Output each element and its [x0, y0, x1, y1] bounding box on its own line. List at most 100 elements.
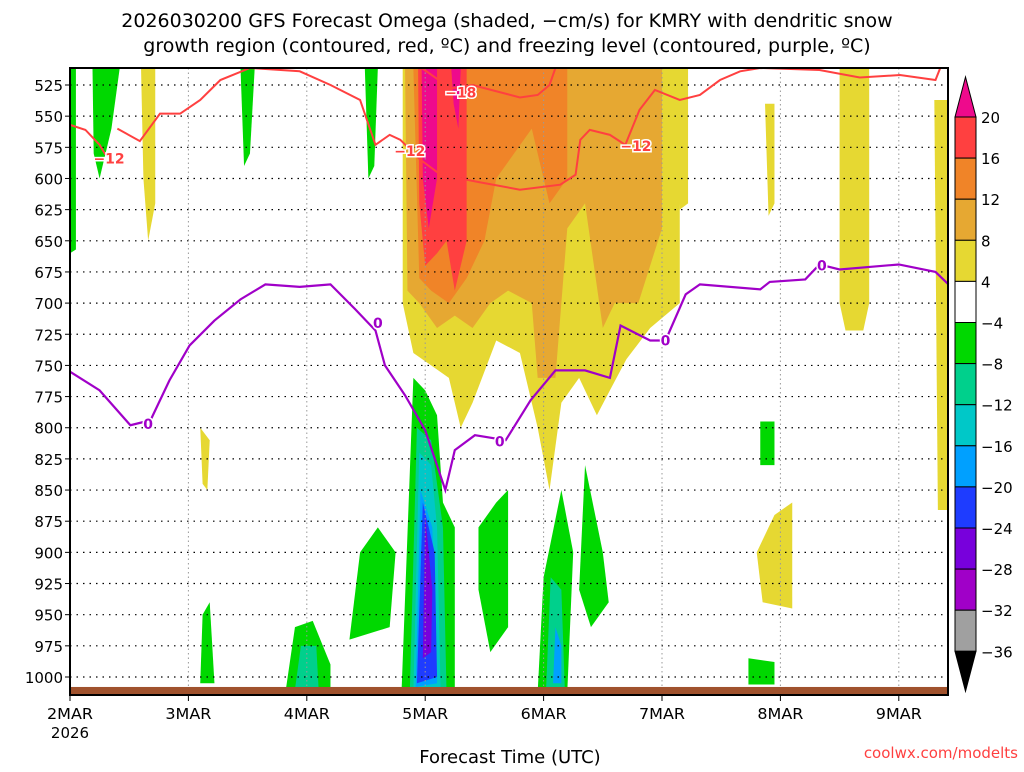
contour-label: −12: [620, 139, 651, 155]
contour-label: −12: [394, 144, 425, 160]
y-tick-label: 700: [34, 295, 63, 313]
colorbar-label: −4: [981, 315, 1003, 333]
y-tick-label: 650: [34, 233, 63, 251]
y-tick-label: 625: [34, 202, 63, 220]
omega-region: [478, 490, 509, 653]
colorbar-swatch: [954, 527, 977, 570]
colorbar-swatch: [954, 568, 977, 611]
omega-region: [839, 68, 870, 331]
y-tick-label: 525: [34, 77, 63, 95]
y-tick-label: 575: [34, 139, 63, 157]
colorbar-over-triangle: [954, 75, 977, 118]
omega-region: [421, 68, 438, 229]
contour-label: 0: [495, 434, 505, 450]
freezing-level-contour: [69, 263, 950, 495]
colorbar-label: −32: [981, 602, 1013, 620]
colorbar-label: −8: [981, 356, 1003, 374]
colorbar-swatch: [954, 280, 977, 323]
omega-region: [760, 421, 775, 466]
omega-region: [765, 103, 775, 216]
dgz-minus12-contour: [116, 66, 942, 191]
colorbar-swatch: [954, 363, 977, 406]
colorbar-swatch: [954, 116, 977, 159]
y-tick-label: 600: [34, 170, 63, 188]
colorbar-swatch: [954, 157, 977, 200]
chart-title-line-2: growth region (contoured, red, ºC) and f…: [143, 35, 870, 57]
colorbar-label: 12: [981, 191, 1000, 209]
contour-label: 0: [817, 259, 827, 275]
dgz-minus12-contour: [69, 123, 107, 156]
y-tick-label: 825: [34, 451, 63, 469]
omega-region: [451, 68, 461, 129]
colorbar-under-triangle: [954, 650, 977, 694]
y-tick-label: 975: [34, 638, 63, 656]
y-tick-label: 850: [34, 482, 63, 500]
omega-region: [200, 602, 215, 684]
ground-surface: [70, 686, 948, 695]
x-tick-label: 8MAR: [757, 705, 803, 723]
omega-region: [756, 502, 793, 609]
contour-label: −18: [445, 85, 476, 101]
y-axis-ticks: 525 550 575 600 625 650 675 700 725 750 775 800 825 8…: [25, 77, 70, 687]
y-tick-label: 725: [34, 326, 63, 344]
chart-title-line-1: 2026030200 GFS Forecast Omega (shaded, −…: [121, 10, 892, 32]
y-tick-label: 1000: [25, 669, 63, 687]
colorbar-swatch: [954, 198, 977, 241]
colorbar-swatch: [954, 609, 977, 652]
y-tick-label: 750: [34, 357, 63, 375]
x-tick-label: 2MAR: [47, 705, 93, 723]
y-tick-label: 550: [34, 108, 63, 126]
colorbar-label: 16: [981, 150, 1000, 168]
colorbar-label: −16: [981, 438, 1013, 456]
credit-text[interactable]: coolwx.com/modelts: [864, 744, 1018, 762]
y-tick-label: 775: [34, 389, 63, 407]
omega-region: [364, 68, 378, 179]
x-tick-label: 9MAR: [876, 705, 922, 723]
y-tick-label: 800: [34, 420, 63, 438]
contour-lines: −12 −12 −12 −18 0 0 0 0 0: [69, 66, 950, 495]
colorbar-swatch: [954, 404, 977, 447]
omega-region: [553, 627, 562, 684]
contour-label: −12: [93, 152, 124, 168]
y-tick-label: 675: [34, 264, 63, 282]
colorbar-swatch: [954, 239, 977, 282]
y-tick-label: 950: [34, 607, 63, 625]
colorbar-label: 8: [981, 232, 991, 250]
omega-region: [70, 68, 76, 254]
shaded-omega-regions: [70, 68, 948, 692]
omega-region: [141, 68, 156, 241]
colorbar-label: 4: [981, 273, 991, 291]
omega-region: [673, 68, 689, 210]
colorbar-label: −12: [981, 397, 1013, 415]
grid-lines: [70, 68, 948, 695]
omega-region: [240, 68, 255, 167]
x-tick-label: 5MAR: [402, 705, 448, 723]
colorbar-swatch: [954, 486, 977, 529]
contour-label: 0: [143, 417, 153, 433]
dgz-minus18-contour: [421, 67, 557, 99]
omega-region: [748, 658, 775, 685]
omega-region: [349, 527, 396, 640]
colorbar-swatch: [954, 322, 977, 365]
x-tick-label: 7MAR: [639, 705, 685, 723]
x-axis-label: Forecast Time (UTC): [419, 747, 600, 768]
colorbar-label: −36: [981, 643, 1013, 661]
contour-label: 0: [661, 333, 671, 349]
colorbar-label: −24: [981, 520, 1013, 538]
colorbar-label: −20: [981, 479, 1013, 497]
colorbar: 20 16 12 8 4 −4 −8 −12 −16 −20 −24 −28 −32 −36: [954, 75, 1013, 694]
colorbar-label: 20: [981, 109, 1000, 127]
x-tick-label: 6MAR: [521, 705, 567, 723]
omega-region: [579, 465, 609, 628]
colorbar-label: −28: [981, 561, 1013, 579]
y-tick-label: 925: [34, 576, 63, 594]
x-tick-label: 4MAR: [284, 705, 330, 723]
colorbar-swatch: [954, 445, 977, 488]
y-tick-label: 900: [34, 544, 63, 562]
plot-frame: [69, 67, 949, 696]
omega-region: [92, 68, 120, 179]
y-tick-label: 875: [34, 513, 63, 531]
omega-region: [934, 99, 948, 510]
